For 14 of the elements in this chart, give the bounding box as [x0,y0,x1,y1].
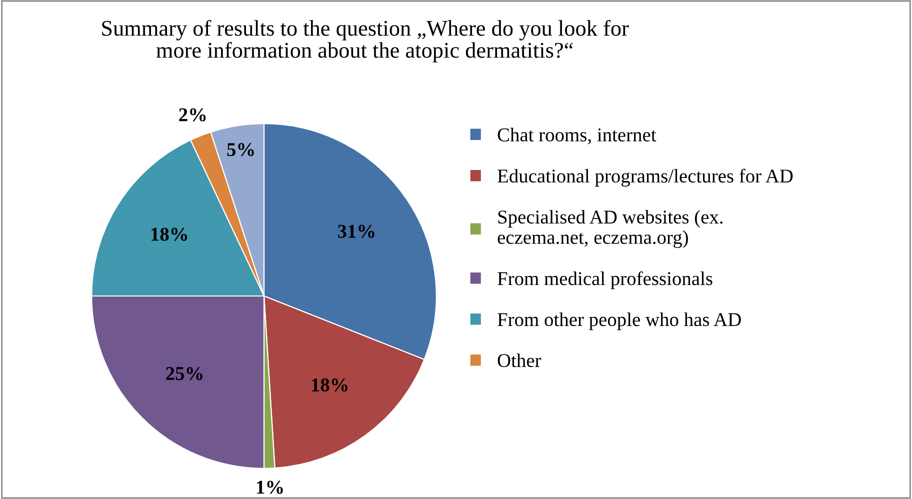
data-label: 5% [227,143,254,156]
data-label: 2% [179,108,206,122]
legend-label: Chat rooms, internet [498,128,656,144]
data-label: 25% [166,366,202,380]
data-label: 1% [257,480,283,494]
data-label: 31% [338,224,374,238]
legend-label: Educational programs/lectures for AD [498,168,793,187]
legend-label: From other people who has AD [498,312,741,330]
data-label: 18% [312,378,348,392]
legend-label: Specialised AD websites (ex. eczema.net, eczema.org) [498,210,723,248]
legend-label: From medical professionals [498,271,712,290]
data-label: 18% [152,228,188,241]
chart-title: Summary of results to the question „Where do you look for more information about the atopic dermatitis?“ [102,20,629,62]
legend-label: Other [498,353,542,368]
